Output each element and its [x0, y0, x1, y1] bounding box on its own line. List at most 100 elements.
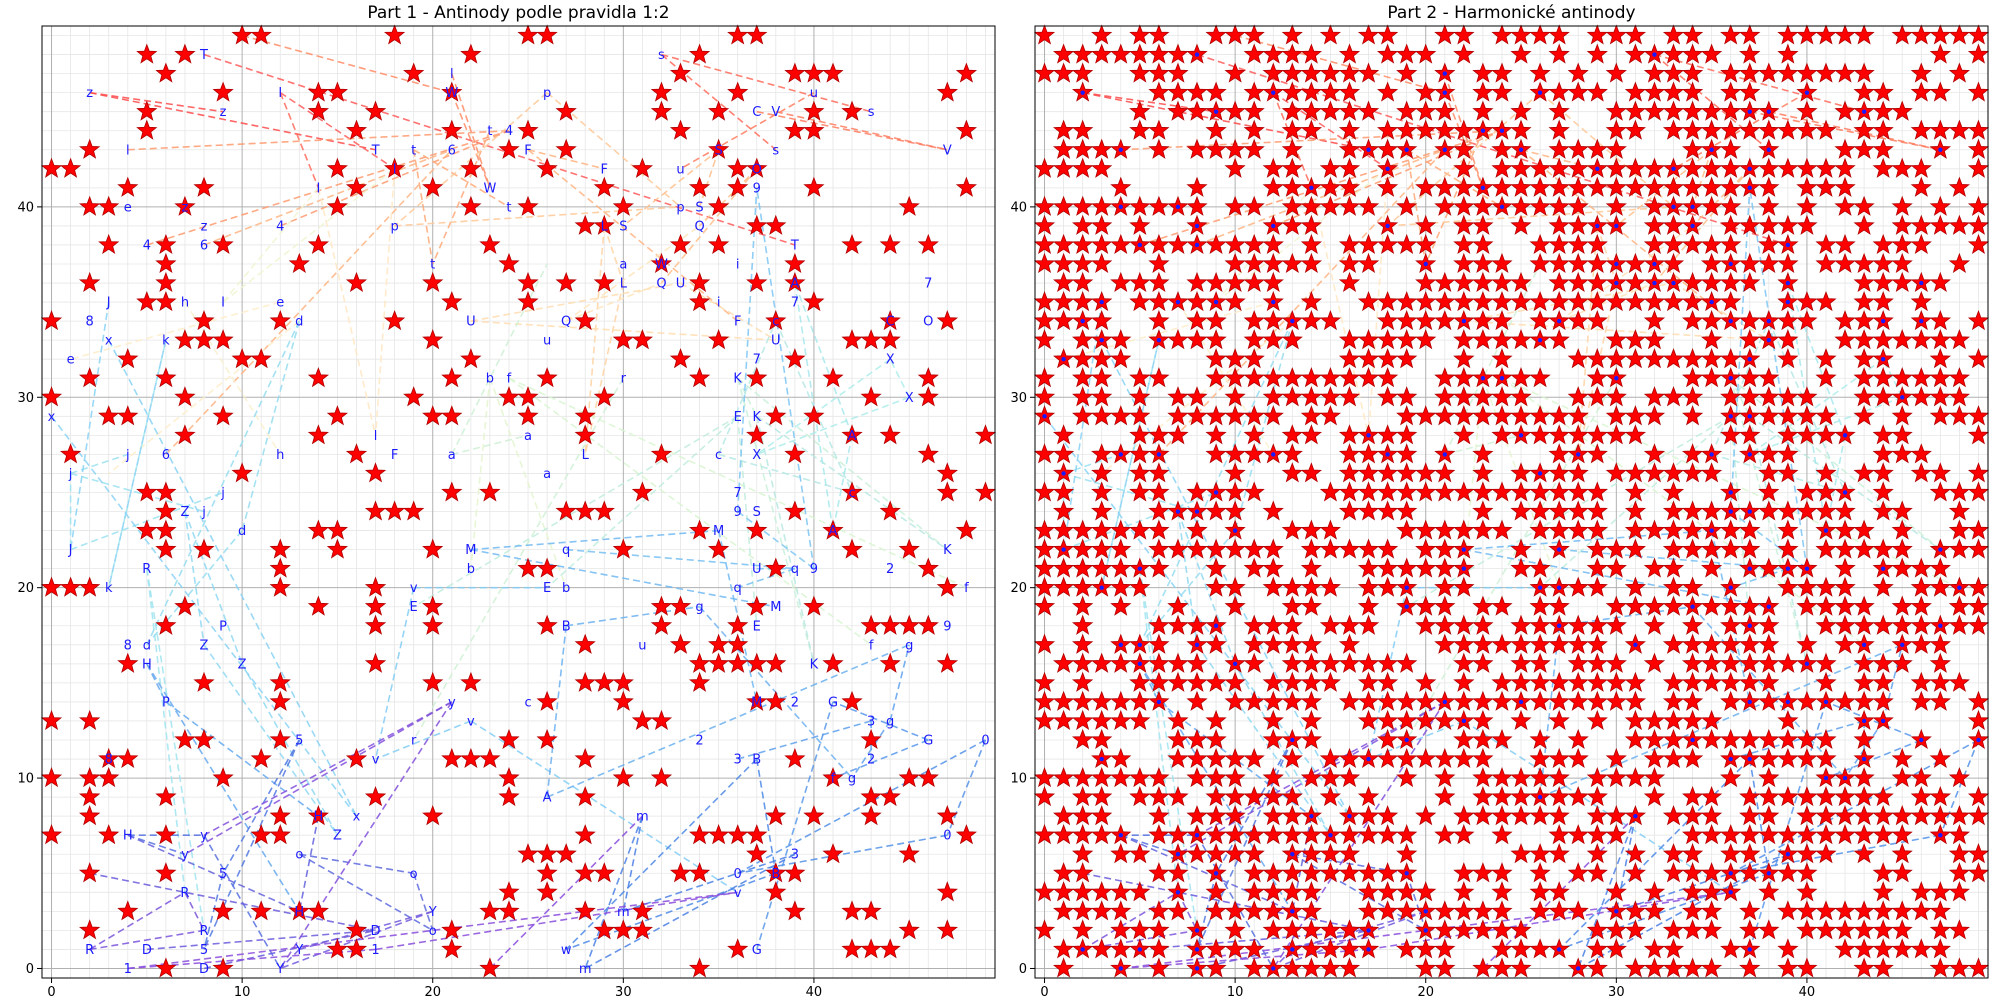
- antinode-star: [1033, 709, 1056, 731]
- antinode-star: [1910, 881, 1932, 902]
- antinode-star: [1072, 405, 1094, 426]
- antenna-label: h: [181, 296, 189, 311]
- antinode-star: [1357, 805, 1380, 826]
- antinode-star: [1758, 747, 1780, 769]
- antinode-star: [1300, 214, 1322, 235]
- antinode-star: [1853, 919, 1875, 940]
- antinode-star: [1720, 214, 1742, 235]
- antinode-star: [822, 652, 844, 673]
- antinode-star: [1224, 805, 1246, 826]
- antinode-star: [593, 176, 615, 197]
- antinode-star: [1281, 100, 1303, 121]
- antinode-star: [1186, 329, 1208, 350]
- antinode-star: [1491, 919, 1513, 940]
- antinode-star: [917, 614, 939, 635]
- antinode-star: [1186, 481, 1208, 502]
- antinode-star: [1624, 919, 1646, 940]
- antenna-marker: [1118, 642, 1123, 647]
- antinode-star: [422, 405, 444, 426]
- antinode-star: [1072, 138, 1094, 159]
- antenna-marker: [1861, 642, 1867, 647]
- antenna-marker: [1766, 604, 1772, 609]
- antenna-marker: [1518, 147, 1524, 152]
- antinode-star: [1415, 271, 1437, 293]
- antinode-star: [1910, 62, 1932, 83]
- antinode-star: [1110, 176, 1132, 197]
- antinode-star: [1701, 348, 1723, 369]
- antinode-star: [1148, 195, 1170, 216]
- antinode-star: [1396, 766, 1418, 788]
- antinode-star: [1586, 690, 1608, 711]
- antinode-star: [1586, 785, 1608, 807]
- antinode-star: [1205, 443, 1227, 464]
- antinode-star: [1796, 595, 1818, 616]
- antinode-star: [1624, 957, 1646, 978]
- antenna-connection-line: [203, 149, 453, 246]
- antinode-star: [1777, 728, 1799, 750]
- antinode-star: [1300, 62, 1322, 83]
- antinode-star: [1967, 862, 1990, 883]
- antinode-star: [1624, 843, 1646, 864]
- antinode-star: [1472, 481, 1494, 502]
- antinode-star: [1510, 766, 1532, 788]
- antinode-star: [1167, 405, 1189, 426]
- antinode-star: [1796, 386, 1818, 407]
- antinode-star: [1415, 81, 1437, 102]
- antinode-star: [1072, 862, 1094, 883]
- antinode-star: [1682, 309, 1704, 331]
- antinode-star: [1491, 309, 1513, 331]
- antinode-star: [498, 881, 520, 902]
- antinode-star: [1910, 176, 1932, 197]
- antenna-label: W: [445, 86, 458, 101]
- antenna-label: d: [238, 524, 246, 539]
- antinode-star: [1338, 62, 1361, 83]
- antinode-star: [1033, 309, 1056, 331]
- antinode-star: [1243, 81, 1265, 102]
- antinode-star: [98, 824, 120, 845]
- antinode-star: [1148, 900, 1170, 921]
- antinode-star: [1643, 881, 1666, 902]
- antinode-star: [1167, 538, 1189, 559]
- antinode-star: [1396, 462, 1418, 483]
- antinode-star: [1300, 652, 1322, 673]
- antinode-star: [536, 24, 558, 45]
- antinode-star: [1853, 195, 1875, 216]
- antenna-connection-line: [1120, 948, 1369, 970]
- antinode-star: [1872, 938, 1894, 959]
- antinode-star: [1224, 157, 1246, 178]
- antenna-label: A: [543, 791, 552, 806]
- antinode-star: [1072, 824, 1094, 845]
- antenna-connection-line: [184, 301, 281, 455]
- antinode-star: [1205, 938, 1227, 959]
- antinode-star: [1662, 24, 1685, 45]
- antinode-star: [1853, 81, 1875, 102]
- antenna-marker: [1118, 204, 1123, 210]
- antinode-star: [1605, 652, 1627, 673]
- antinode-star: [1529, 938, 1551, 959]
- antinode-star: [1510, 290, 1532, 312]
- antenna-connection-line: [1673, 282, 1770, 341]
- antinode-star: [460, 671, 482, 692]
- antinode-star: [1072, 348, 1094, 369]
- antinode-star: [1948, 386, 1970, 407]
- antinode-star: [1377, 462, 1399, 483]
- antinode-star: [1148, 138, 1170, 159]
- antenna-label: 8: [86, 315, 94, 330]
- antinode-star: [1510, 386, 1532, 407]
- antinode-star: [1815, 728, 1837, 750]
- antinode-star: [345, 747, 368, 769]
- antinode-star: [1777, 652, 1799, 673]
- y-tick-label: 40: [1010, 200, 1027, 215]
- antinode-star: [1338, 329, 1361, 350]
- antinode-star: [460, 747, 482, 769]
- antinode-star: [1586, 233, 1608, 255]
- antenna-label: 2: [886, 562, 894, 577]
- antenna-label: E: [410, 600, 418, 615]
- antinode-star: [117, 900, 139, 921]
- antenna-marker: [1137, 642, 1143, 647]
- antinode-star: [1338, 386, 1361, 407]
- antinode-star: [1777, 348, 1799, 369]
- antinode-star: [1396, 62, 1418, 83]
- antinode-star: [1853, 24, 1875, 45]
- antinode-star: [536, 367, 558, 388]
